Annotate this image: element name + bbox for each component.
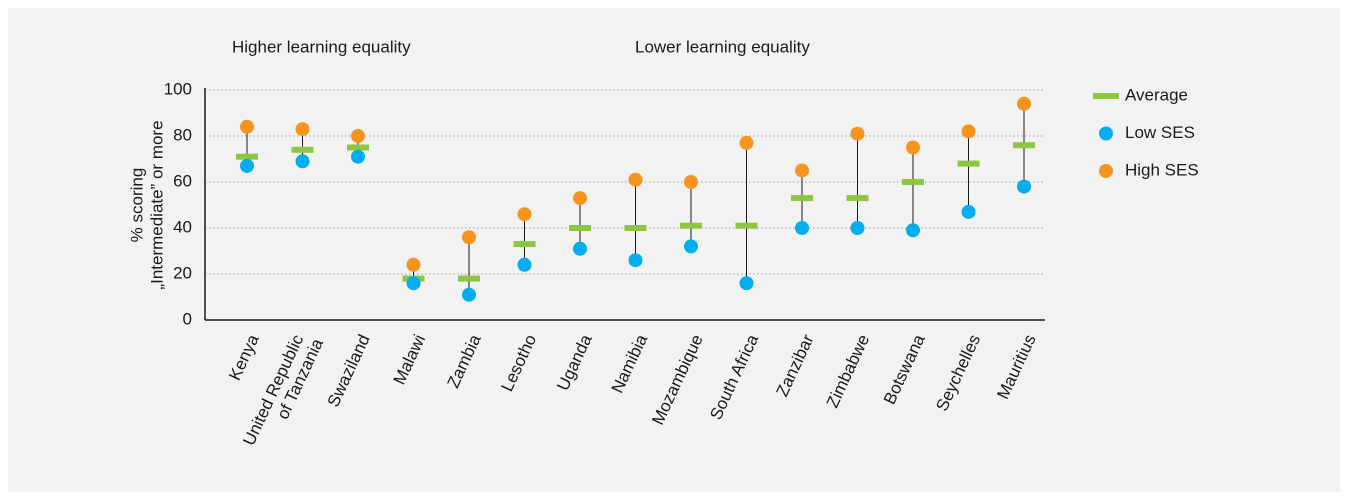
high-ses-dot <box>961 124 976 139</box>
legend-swatch <box>1099 126 1113 141</box>
y-axis-title-line: „Intermediate” or more <box>147 120 166 289</box>
group-label: Lower learning equality <box>635 37 810 56</box>
high-ses-dot <box>795 163 809 178</box>
low-ses-dot <box>906 223 920 238</box>
y-axis-title: % scoring „Intermediate” or more <box>127 120 166 289</box>
legend-label: Average <box>1125 85 1188 104</box>
average-mark <box>624 225 647 231</box>
high-ses-dot <box>406 257 421 272</box>
low-ses-dot <box>850 221 865 235</box>
high-ses-dot <box>295 122 310 137</box>
low-ses-dot <box>406 276 421 291</box>
high-ses-dot <box>628 172 643 187</box>
low-ses-dot <box>462 287 476 302</box>
low-ses-dot <box>573 241 587 256</box>
legend-label: High SES <box>1125 160 1199 179</box>
y-tick-label: 40 <box>173 217 192 236</box>
y-tick-label: 60 <box>173 171 192 190</box>
low-ses-dot <box>295 154 310 169</box>
low-ses-dot <box>517 257 532 272</box>
low-ses-dot <box>739 276 754 291</box>
average-mark <box>569 225 591 231</box>
average-mark <box>347 144 369 151</box>
high-ses-dot <box>739 135 754 150</box>
high-ses-dot <box>351 129 365 143</box>
average-mark <box>680 222 702 229</box>
y-tick-label: 20 <box>173 263 192 282</box>
group-label: Higher learning equality <box>232 37 411 56</box>
average-mark <box>458 275 480 282</box>
legend-swatch <box>1093 93 1119 99</box>
y-tick-label: 0 <box>183 309 192 328</box>
average-mark <box>846 195 869 202</box>
low-ses-dot <box>961 204 976 219</box>
high-ses-dot <box>462 230 476 245</box>
high-ses-dot <box>1017 96 1031 111</box>
panel <box>8 8 1340 492</box>
average-mark <box>957 160 980 167</box>
high-ses-dot <box>850 126 865 141</box>
average-mark <box>236 153 258 160</box>
low-ses-dot <box>351 149 365 164</box>
low-ses-dot <box>684 239 698 254</box>
legend-swatch <box>1099 164 1113 178</box>
average-mark <box>291 146 314 153</box>
high-ses-dot <box>240 119 254 134</box>
low-ses-dot <box>1017 179 1031 194</box>
high-ses-dot <box>906 140 920 155</box>
low-ses-dot <box>628 253 643 268</box>
y-axis-title-line: % scoring <box>127 168 146 243</box>
high-ses-dot <box>684 175 698 189</box>
average-mark <box>1013 142 1035 149</box>
low-ses-dot <box>240 158 254 173</box>
y-tick-label: 80 <box>173 125 192 144</box>
average-mark <box>513 241 536 248</box>
average-mark <box>735 222 758 229</box>
average-mark <box>902 179 924 185</box>
legend-label: Low SES <box>1125 123 1195 142</box>
high-ses-dot <box>517 207 532 222</box>
high-ses-dot <box>573 191 587 206</box>
y-tick-label: 100 <box>164 79 192 98</box>
low-ses-dot <box>795 221 809 235</box>
average-mark <box>791 195 813 202</box>
